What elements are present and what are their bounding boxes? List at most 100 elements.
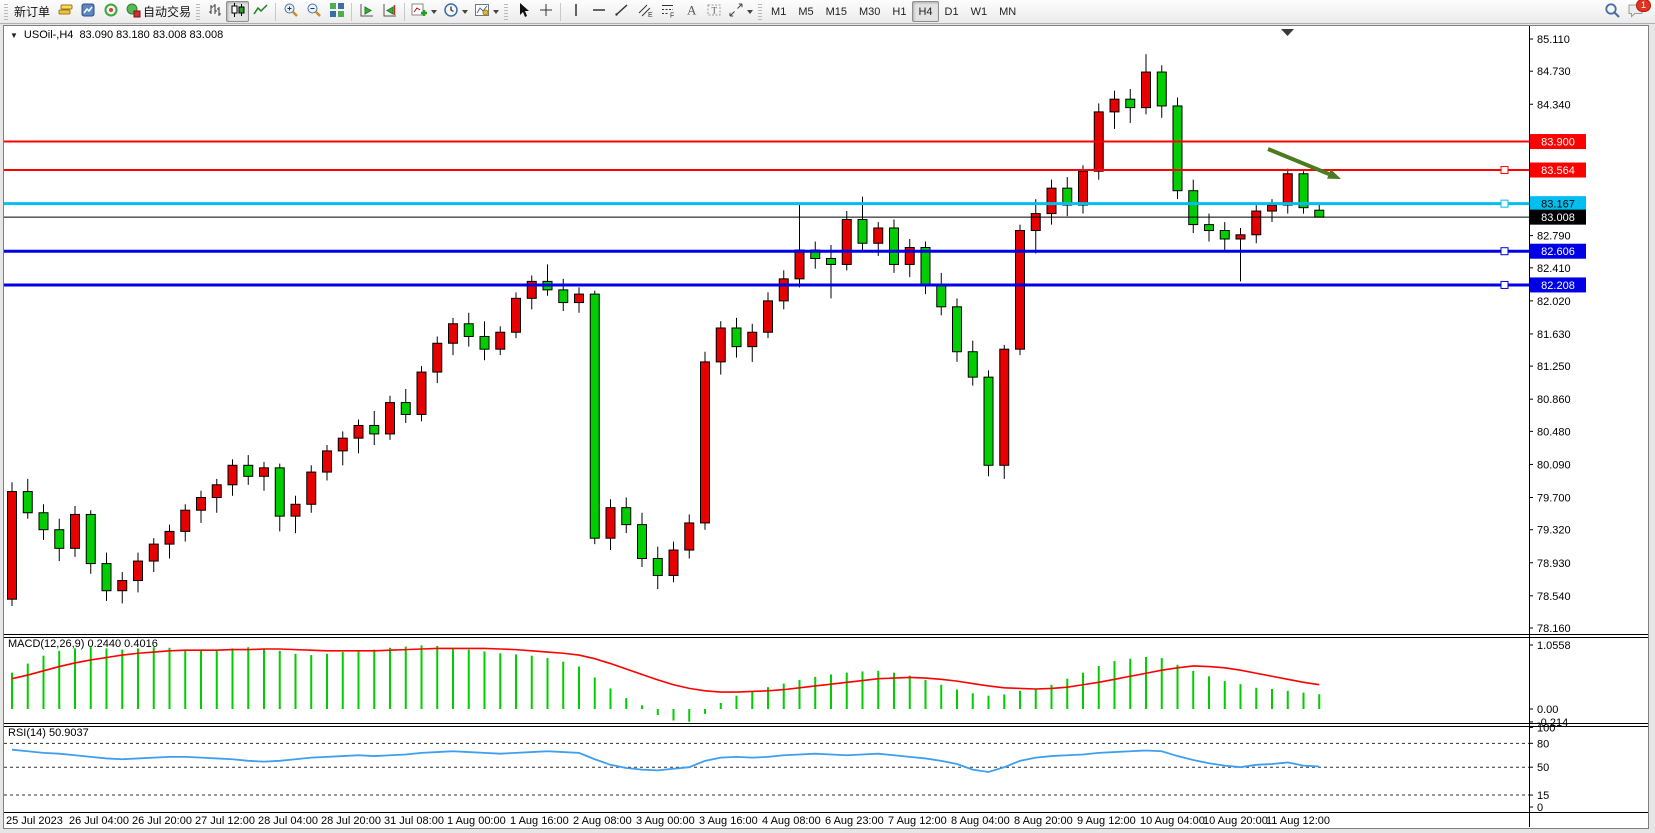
svg-text:8 Aug 04:00: 8 Aug 04:00	[951, 815, 1010, 827]
toolbar-grip	[504, 3, 509, 20]
price-line-label-83.900: 83.900	[1530, 134, 1586, 150]
horizontal-line-button[interactable]	[587, 1, 610, 22]
dropdown-caret-icon	[431, 9, 438, 14]
horizontal-line-82.208[interactable]	[4, 280, 1529, 289]
horizontal-line-83.564[interactable]	[4, 166, 1529, 175]
signal-button[interactable]	[99, 1, 122, 22]
text-label-icon: T	[706, 2, 722, 21]
cursor-button[interactable]	[511, 1, 534, 22]
trendline-button[interactable]	[610, 1, 633, 22]
chart-canvas[interactable]: 85.11084.73084.34083.95083.56083.17082.7…	[4, 26, 1648, 828]
text-label-button[interactable]: T	[702, 1, 725, 22]
svg-text:26 Jul 04:00: 26 Jul 04:00	[69, 815, 129, 827]
svg-text:80.090: 80.090	[1537, 459, 1571, 471]
timeframe-h1-button[interactable]: H1	[886, 1, 912, 22]
timeframe-m1-button[interactable]: M1	[765, 1, 792, 22]
chart-window: 85.11084.73084.34083.95083.56083.17082.7…	[3, 25, 1649, 829]
svg-text:83.008: 83.008	[1541, 212, 1575, 224]
price-line-label-82.606: 82.606	[1530, 243, 1586, 259]
fibonacci-button[interactable]: F	[656, 1, 679, 22]
main-toolbar: 新订单 自动交易	[0, 0, 1655, 24]
tile-windows-icon	[329, 2, 345, 21]
line-handle[interactable]	[1500, 199, 1509, 208]
chart-menu-icon[interactable]: ▼	[10, 30, 18, 40]
svg-text:79.320: 79.320	[1537, 525, 1571, 537]
chart-bars-button[interactable]	[203, 1, 226, 22]
channel-button[interactable]: E	[633, 1, 656, 22]
line-handle[interactable]	[1500, 280, 1509, 289]
svg-text:6 Aug 23:00: 6 Aug 23:00	[825, 815, 884, 827]
svg-text:80: 80	[1537, 738, 1549, 750]
profiles-button[interactable]	[76, 1, 99, 22]
timeframe-mn-button[interactable]: MN	[993, 1, 1022, 22]
svg-text:83.900: 83.900	[1541, 137, 1575, 149]
rsi-indicator-label: RSI(14) 50.9037	[8, 727, 89, 739]
svg-text:78.540: 78.540	[1537, 591, 1571, 603]
svg-text:11 Aug 12:00: 11 Aug 12:00	[1266, 815, 1330, 827]
toolbar-separator	[404, 2, 406, 21]
svg-text:3 Aug 16:00: 3 Aug 16:00	[699, 815, 758, 827]
toolbar-grip	[758, 3, 763, 20]
zoom-in-button[interactable]	[279, 1, 302, 22]
indicators-icon	[411, 2, 428, 21]
crosshair-button[interactable]	[534, 1, 557, 22]
line-handle[interactable]	[1500, 247, 1509, 256]
timeframe-m15-button[interactable]: M15	[820, 1, 853, 22]
svg-text:50: 50	[1537, 762, 1549, 774]
svg-text:82.020: 82.020	[1537, 296, 1571, 308]
trend-arrow-annotation[interactable]	[1267, 147, 1341, 179]
timeframe-h4-button[interactable]: H4	[912, 1, 939, 22]
auto-trading-button[interactable]: 自动交易	[122, 1, 194, 22]
dropdown-caret-icon	[747, 9, 754, 14]
chart-candles-button[interactable]	[226, 1, 250, 22]
periods-button[interactable]	[440, 1, 471, 22]
chat-button[interactable]: 1	[1624, 0, 1651, 22]
trendline-icon	[614, 2, 630, 21]
notification-badge: 1	[1636, 0, 1651, 12]
price-line-label-83.167: 83.167	[1530, 196, 1586, 212]
line-handle[interactable]	[1500, 166, 1509, 175]
horizontal-line-83.167[interactable]	[4, 199, 1529, 208]
toolbar-right-group: 1	[1601, 0, 1651, 22]
svg-text:84.340: 84.340	[1537, 99, 1571, 111]
horizontal-lines-layer[interactable]	[4, 140, 1529, 289]
arrows-button[interactable]	[725, 1, 756, 22]
profiles-icon	[80, 2, 96, 21]
indicators-button[interactable]	[408, 1, 440, 22]
svg-text:80.860: 80.860	[1537, 394, 1571, 406]
timeframe-w1-button[interactable]: W1	[965, 1, 994, 22]
chart-ohlc-values: 83.090 83.180 83.008 83.008	[79, 29, 224, 41]
zoom-out-button[interactable]	[302, 1, 325, 22]
tile-windows-button[interactable]	[325, 1, 348, 22]
svg-text:81.250: 81.250	[1537, 361, 1571, 373]
templates-icon	[474, 2, 490, 21]
chart-line-button[interactable]	[249, 1, 272, 22]
svg-text:A: A	[687, 3, 697, 18]
new-chart-button[interactable]	[53, 1, 76, 22]
svg-text:79.700: 79.700	[1537, 492, 1571, 504]
new-order-button[interactable]: 新订单	[11, 1, 53, 22]
templates-button[interactable]	[471, 1, 502, 22]
horizontal-line-82.606[interactable]	[4, 247, 1529, 256]
text-icon: A	[683, 2, 699, 21]
toolbar-separator	[275, 2, 277, 21]
macd-pane: 1.0558 0.00-0.214	[11, 640, 1571, 729]
arrows-icon	[728, 2, 744, 21]
svg-text:26 Jul 20:00: 26 Jul 20:00	[132, 815, 192, 827]
svg-text:0.00: 0.00	[1537, 704, 1558, 716]
auto-scroll-button[interactable]	[355, 1, 378, 22]
search-button[interactable]	[1601, 1, 1624, 22]
svg-text:27 Jul 12:00: 27 Jul 12:00	[195, 815, 255, 827]
timeframe-m5-button[interactable]: M5	[792, 1, 819, 22]
chart-shift-button[interactable]	[378, 1, 401, 22]
chart-shift-marker[interactable]	[1281, 29, 1294, 36]
svg-text:15: 15	[1537, 790, 1549, 802]
svg-text:-0.214: -0.214	[1537, 717, 1568, 729]
svg-text:28 Jul 20:00: 28 Jul 20:00	[321, 815, 381, 827]
svg-text:84.730: 84.730	[1537, 66, 1571, 78]
vertical-line-button[interactable]	[564, 1, 587, 22]
text-button[interactable]: A	[679, 1, 702, 22]
price-axis: 85.11084.73084.34083.95083.56083.17082.7…	[1529, 34, 1571, 635]
timeframe-m30-button[interactable]: M30	[853, 1, 886, 22]
timeframe-d1-button[interactable]: D1	[939, 1, 965, 22]
